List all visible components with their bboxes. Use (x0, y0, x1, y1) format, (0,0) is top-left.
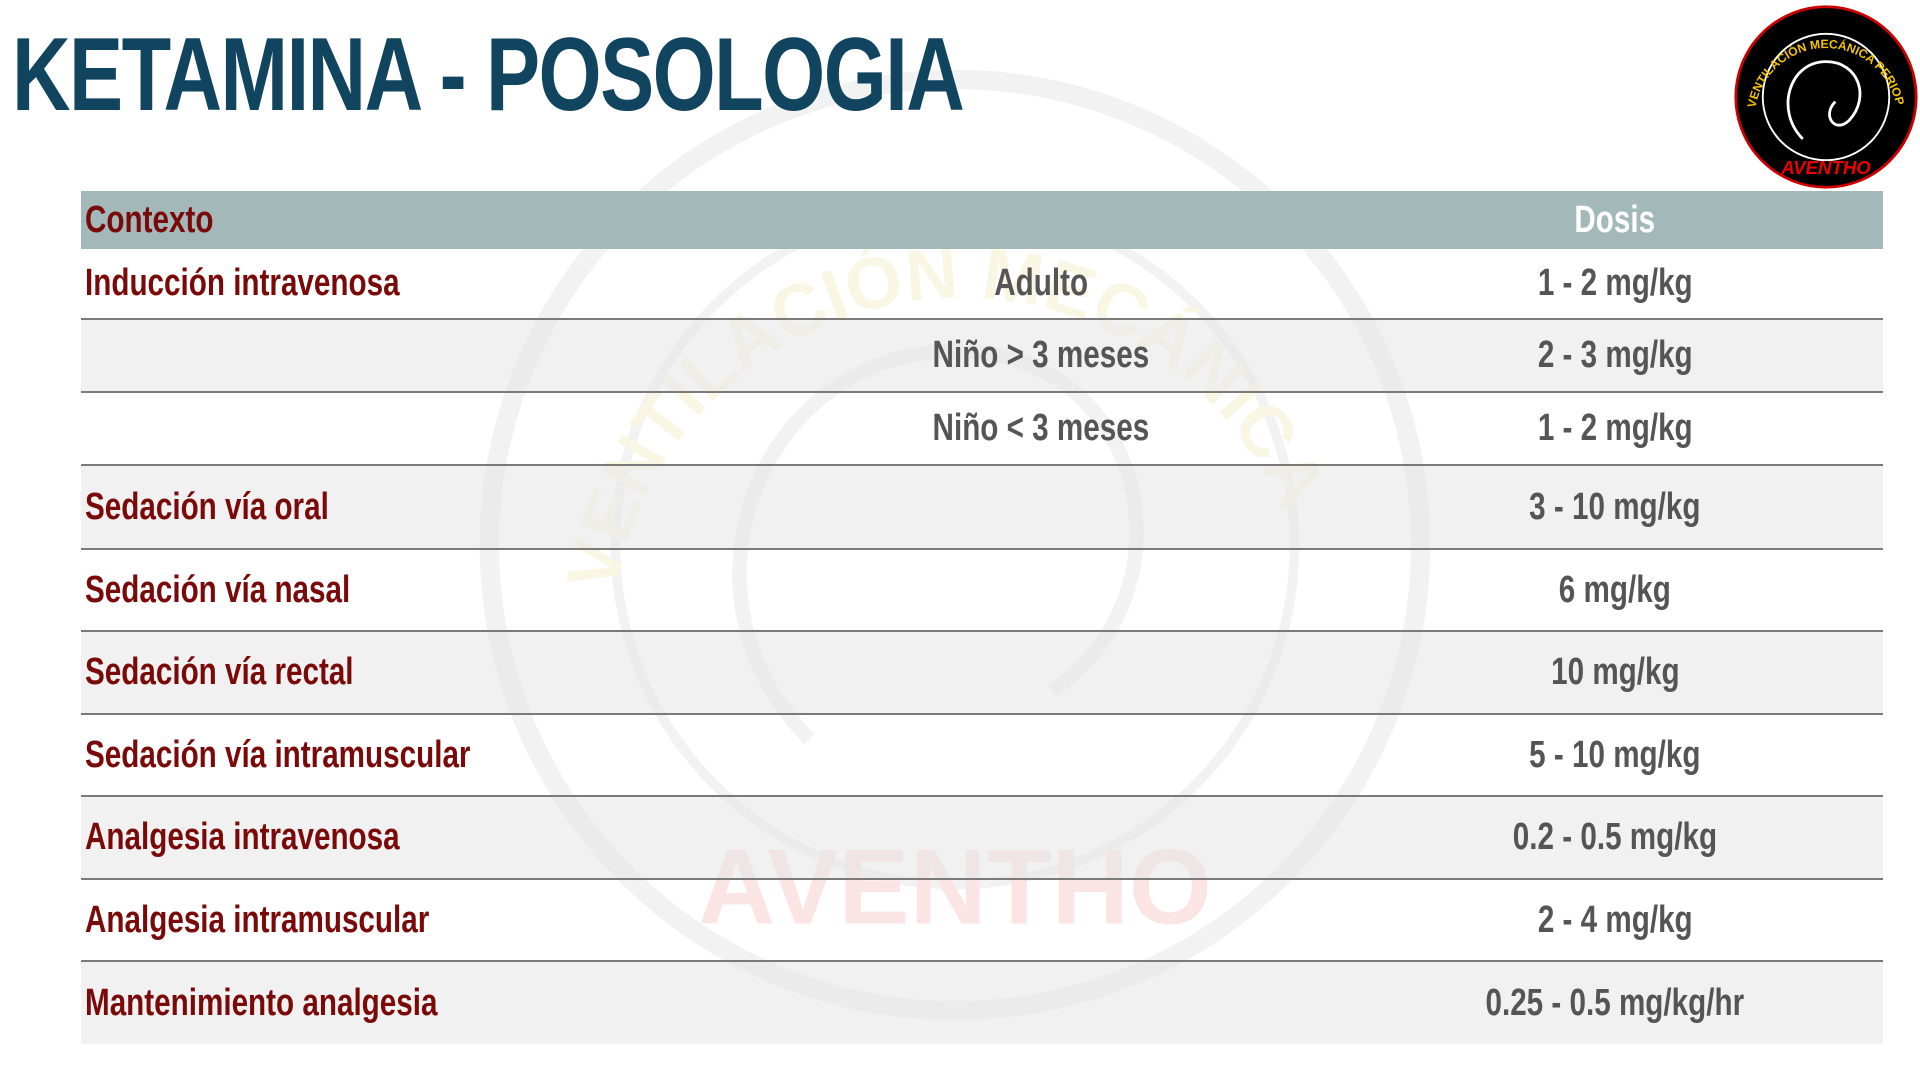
context-text: Sedación vía rectal (85, 651, 354, 693)
context-text: Analgesia intramuscular (85, 898, 430, 941)
cell-subgroup: Adulto (691, 249, 1391, 318)
cell-context: Inducción intravenosa (85, 249, 488, 318)
cell-dose: 0.2 - 0.5 mg/kg (1265, 797, 1920, 878)
context-text: Sedación vía oral (85, 485, 329, 528)
cell-context: Sedación vía intramuscular (85, 715, 579, 795)
table-row: Analgesia intravenosa 0.2 - 0.5 mg/kg (81, 797, 1883, 880)
header-context: Contexto (85, 191, 250, 249)
context-text: Sedación vía nasal (85, 568, 351, 611)
dose-text: 0.2 - 0.5 mg/kg (1512, 816, 1718, 858)
svg-text:AVENTHO: AVENTHO (1780, 157, 1871, 178)
subgroup-text: Adulto (994, 262, 1088, 304)
cell-context: Sedación vía nasal (85, 550, 425, 630)
dose-text: 3 - 10 mg/kg (1529, 485, 1701, 528)
cell-dose: 1 - 2 mg/kg (1265, 249, 1920, 318)
dosage-table: Contexto Dosis Inducción intravenosa Adul… (81, 191, 1883, 1044)
context-text: Analgesia intravenosa (85, 816, 400, 858)
table-row: Inducción intravenosa Adulto 1 - 2 mg/kg (81, 249, 1883, 320)
cell-dose: 6 mg/kg (1265, 550, 1920, 630)
cell-dose: 5 - 10 mg/kg (1265, 715, 1920, 795)
table-row: Niño > 3 meses 2 - 3 mg/kg (81, 320, 1883, 393)
dose-text: 6 mg/kg (1558, 568, 1671, 611)
context-text: Sedación vía intramuscular (85, 733, 471, 776)
subgroup-text: Niño < 3 meses (932, 407, 1150, 449)
table-row: Niño < 3 meses 1 - 2 mg/kg (81, 393, 1883, 466)
cell-context: Sedación vía oral (85, 466, 398, 548)
table-row: Sedación vía rectal 10 mg/kg (81, 632, 1883, 715)
context-text: Inducción intravenosa (85, 262, 400, 304)
header-dose: Dosis (1265, 191, 1920, 249)
header-context-label: Contexto (85, 198, 214, 241)
dose-text: 10 mg/kg (1550, 651, 1680, 693)
cell-dose: 3 - 10 mg/kg (1265, 466, 1920, 548)
cell-dose: 0.25 - 0.5 mg/kg/hr (1265, 962, 1920, 1044)
dose-text: 1 - 2 mg/kg (1537, 262, 1693, 304)
cell-context: Analgesia intravenosa (85, 797, 488, 878)
cell-dose: 1 - 2 mg/kg (1265, 393, 1920, 464)
table-row: Sedación vía nasal 6 mg/kg (81, 550, 1883, 632)
aventho-logo: VENTILACIÓN MECÁNICA PERIOPERATORIA AVEN… (1733, 4, 1918, 189)
cell-context: Sedación vía rectal (85, 632, 429, 713)
cell-context: Analgesia intramuscular (85, 880, 526, 960)
context-text: Mantenimiento analgesia (85, 981, 438, 1024)
cell-subgroup: Niño < 3 meses (691, 393, 1391, 464)
cell-subgroup: Niño > 3 meses (691, 320, 1391, 391)
dose-text: 5 - 10 mg/kg (1529, 733, 1701, 776)
cell-dose: 2 - 4 mg/kg (1265, 880, 1920, 960)
table-header: Contexto Dosis (81, 191, 1883, 249)
dose-text: 0.25 - 0.5 mg/kg/hr (1485, 981, 1745, 1024)
subgroup-text: Niño > 3 meses (932, 334, 1150, 376)
dose-text: 1 - 2 mg/kg (1537, 407, 1693, 449)
dose-text: 2 - 4 mg/kg (1537, 898, 1693, 941)
table-row: Mantenimiento analgesia 0.25 - 0.5 mg/kg/… (81, 962, 1883, 1044)
cell-dose: 2 - 3 mg/kg (1265, 320, 1920, 391)
cell-context: Mantenimiento analgesia (85, 962, 537, 1044)
table-row: Analgesia intramuscular 2 - 4 mg/kg (81, 880, 1883, 962)
cell-dose: 10 mg/kg (1265, 632, 1920, 713)
table-row: Sedación vía oral 3 - 10 mg/kg (81, 466, 1883, 550)
table-row: Sedación vía intramuscular 5 - 10 mg/kg (81, 715, 1883, 797)
dose-text: 2 - 3 mg/kg (1537, 334, 1693, 376)
header-dose-label: Dosis (1574, 198, 1656, 241)
page-title: KETAMINA - POSOLOGIA (12, 17, 965, 133)
